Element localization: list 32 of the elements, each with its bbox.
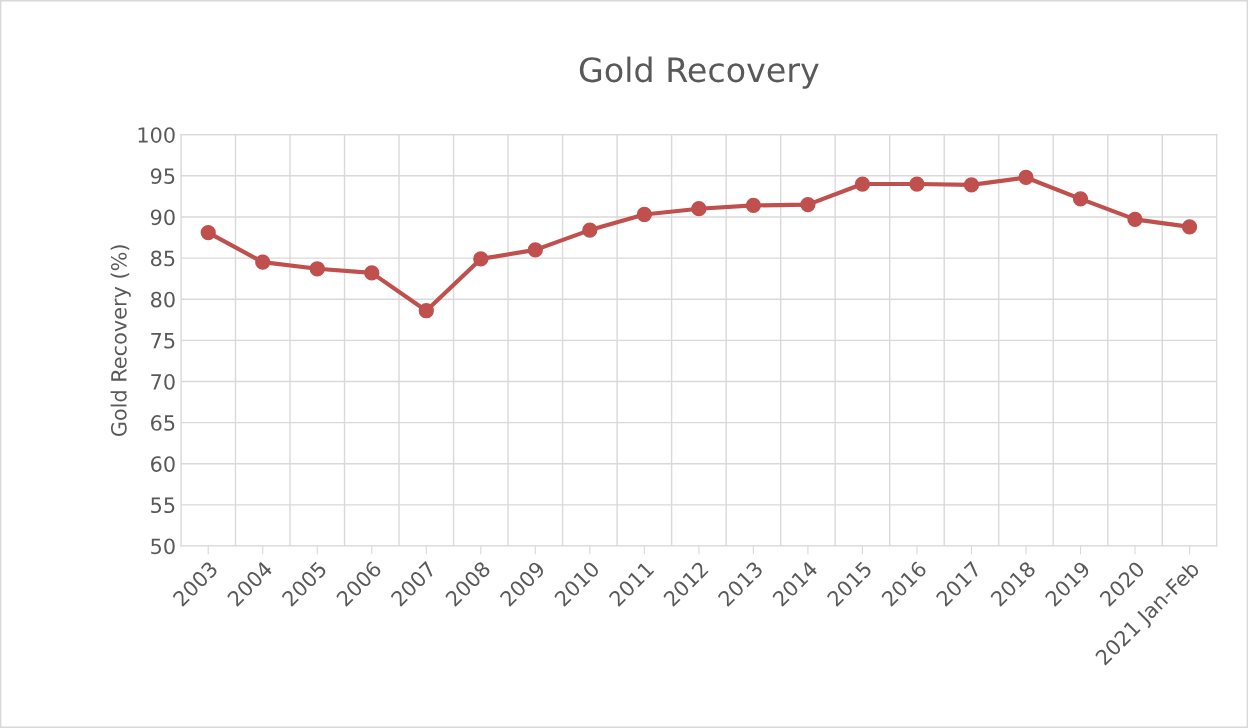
chart-title: Gold Recovery	[579, 56, 819, 89]
y-tick-label: 95	[150, 168, 175, 185]
point	[309, 261, 325, 277]
y-tick-label: 75	[151, 333, 175, 349]
y-tick-label: 90	[150, 209, 175, 226]
y-tick-label: 60	[151, 456, 175, 472]
y-tick-label: 85	[151, 250, 175, 267]
y-tick-label: 65	[151, 415, 175, 431]
y-tick-label: 55	[151, 497, 175, 514]
y-tick-label: 50	[151, 538, 175, 555]
point	[854, 176, 871, 192]
point	[1127, 211, 1143, 228]
y-tick-label: 80	[151, 291, 175, 308]
point	[473, 251, 489, 267]
y-tick-label: 100	[138, 127, 175, 143]
point	[691, 201, 707, 217]
point	[1181, 219, 1198, 235]
point	[1018, 169, 1034, 186]
point	[582, 222, 598, 238]
point	[255, 254, 271, 270]
y-axis-title: Gold Recovery (%)	[110, 245, 131, 437]
point	[1072, 191, 1089, 207]
point	[364, 265, 380, 281]
point	[909, 176, 925, 192]
point	[745, 197, 762, 214]
point	[963, 177, 980, 193]
point	[418, 303, 434, 319]
point	[527, 242, 543, 258]
point	[800, 196, 816, 213]
y-tick-label: 70	[151, 373, 175, 390]
point	[200, 224, 216, 241]
point	[636, 206, 653, 223]
